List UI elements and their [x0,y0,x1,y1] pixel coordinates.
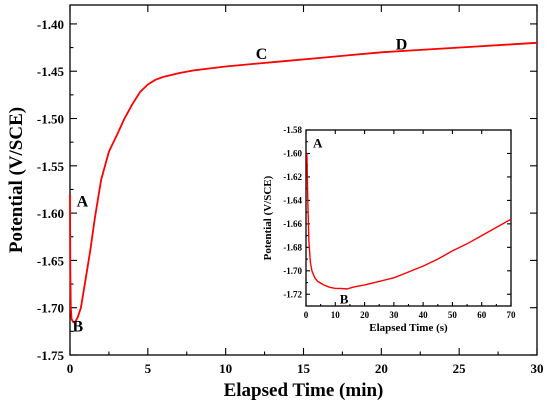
main-annotation-b: B [72,318,83,335]
inset-y-tick-label: -1.72 [283,289,302,299]
main-x-tick-label: 5 [145,361,152,376]
main-y-tick-label: -1.55 [37,159,65,174]
main-annotation-d: D [396,36,408,53]
inset-y-tick-label: -1.60 [283,148,302,158]
inset-y-tick-label: -1.58 [283,125,302,135]
main-y-tick-label: -1.60 [37,206,64,221]
main-x-tick-label: 10 [219,361,232,376]
main-x-tick-label: 20 [375,361,388,376]
main-x-tick-label: 30 [531,361,544,376]
inset-series-line-0 [306,153,512,290]
main-y-axis-label: Potential (V/SCE) [6,107,27,253]
inset-x-tick-label: 20 [360,310,370,320]
main-y-tick-label: -1.70 [37,301,64,316]
main-chart: 0 5 10 15 20 25 30 -1.75 -1.70 -1.65 -1.60 -1.55 -1.… [6,4,544,401]
inset-annotation-a: A [313,136,323,151]
main-x-tick-label: 15 [297,361,311,376]
inset-x-tick-label: 10 [331,310,341,320]
inset-x-tick-label: 30 [389,310,399,320]
main-y-tick-label: -1.40 [37,17,64,32]
main-x-axis-label: Elapsed Time (min) [224,380,384,401]
main-y-tick-label: -1.65 [37,253,65,268]
main-x-tick-label: 25 [453,361,467,376]
inset-y-tick-label: -1.68 [283,242,302,252]
inset-y-tick-label: -1.66 [283,219,302,229]
inset-plot-frame [305,129,512,307]
main-series-line-0 [69,41,538,324]
inset-y-axis-label: Potential (V/SCE) [262,175,274,260]
main-annotation-c: C [256,46,268,63]
inset-chart: 0 10 20 30 40 50 60 70 -1.58 -1.60 -1.62 -1.64 -1.66… [262,125,516,334]
main-y-tick-label: -1.45 [37,64,65,79]
main-x-tick-label: 0 [67,361,74,376]
main-y-tick-label: -1.50 [37,112,64,127]
main-plot-frame [69,4,538,356]
inset-x-axis-label: Elapsed Time (s) [369,322,448,334]
inset-x-tick-label: 40 [419,310,429,320]
inset-y-tick-label: -1.64 [283,195,302,205]
main-annotation-a: A [77,193,89,210]
inset-y-tick-label: -1.62 [283,172,302,182]
inset-y-tick-label: -1.70 [283,266,302,276]
inset-annotation-b: B [340,292,349,307]
inset-x-tick-label: 60 [477,310,487,320]
inset-x-tick-label: 0 [304,310,309,320]
inset-x-tick-label: 50 [448,310,458,320]
inset-x-tick-label: 70 [507,310,517,320]
main-y-tick-label: -1.75 [37,348,65,363]
